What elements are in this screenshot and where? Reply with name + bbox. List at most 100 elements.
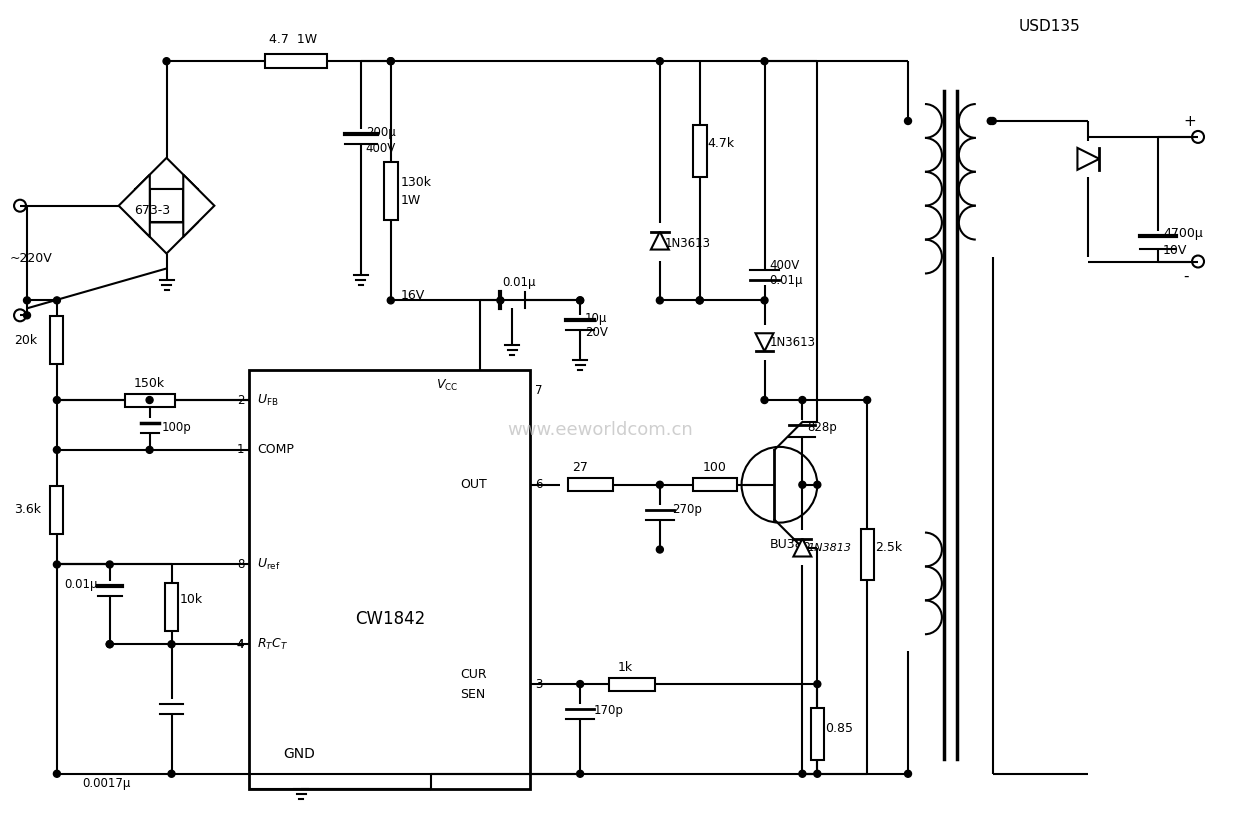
Bar	[249, 370, 531, 789]
Bar	[861, 529, 873, 580]
Text: 1k: 1k	[618, 661, 633, 673]
Text: 7: 7	[536, 383, 543, 397]
Circle shape	[657, 57, 663, 65]
Text: 0.01µ: 0.01µ	[769, 274, 803, 287]
Circle shape	[799, 481, 805, 488]
Text: 400V: 400V	[769, 259, 800, 272]
Polygon shape	[756, 333, 773, 351]
Text: 270p: 270p	[672, 503, 701, 516]
Bar	[609, 677, 654, 690]
Text: USD135: USD135	[1018, 19, 1080, 34]
Text: 150k: 150k	[134, 377, 165, 390]
Circle shape	[761, 297, 768, 304]
Text: 20V: 20V	[585, 326, 609, 339]
Circle shape	[761, 397, 768, 404]
Bar	[693, 125, 706, 177]
Circle shape	[168, 640, 174, 648]
Text: www.eeworldcom.cn: www.eeworldcom.cn	[507, 421, 693, 439]
Text: 4: 4	[236, 638, 244, 651]
Circle shape	[814, 681, 821, 687]
Text: 100p: 100p	[162, 421, 192, 434]
Circle shape	[799, 770, 805, 777]
Bar	[51, 486, 63, 534]
Text: 4.7k: 4.7k	[708, 137, 735, 150]
Bar	[810, 708, 824, 759]
Circle shape	[146, 447, 153, 453]
Circle shape	[387, 57, 395, 65]
Text: CW1842: CW1842	[355, 610, 424, 628]
Polygon shape	[1077, 148, 1100, 170]
Text: 828p: 828p	[808, 421, 837, 434]
Text: 400V: 400V	[366, 142, 396, 155]
Circle shape	[904, 770, 912, 777]
Text: 10k: 10k	[179, 593, 203, 606]
Circle shape	[814, 770, 821, 777]
Circle shape	[53, 397, 61, 404]
Text: 1W: 1W	[401, 195, 421, 207]
Circle shape	[387, 297, 395, 304]
Circle shape	[53, 770, 61, 777]
Text: 1: 1	[236, 443, 244, 456]
Text: 100: 100	[703, 461, 726, 475]
Circle shape	[987, 117, 995, 125]
Circle shape	[576, 770, 584, 777]
Text: 6: 6	[536, 479, 543, 491]
Text: $V_{\rm CC}$: $V_{\rm CC}$	[435, 378, 458, 392]
Text: 0.85: 0.85	[825, 722, 854, 736]
Text: COMP: COMP	[257, 443, 294, 456]
Text: OUT: OUT	[460, 479, 487, 491]
Circle shape	[761, 57, 768, 65]
Text: 10µ: 10µ	[585, 312, 607, 325]
Circle shape	[24, 312, 31, 319]
Text: 20k: 20k	[14, 334, 37, 346]
Polygon shape	[135, 158, 198, 189]
Text: 2: 2	[236, 393, 244, 406]
Circle shape	[497, 297, 503, 304]
Text: 3.6k: 3.6k	[14, 503, 41, 516]
Circle shape	[696, 297, 703, 304]
Circle shape	[576, 297, 584, 304]
Text: 27: 27	[573, 461, 588, 475]
Text: -: -	[1183, 269, 1189, 284]
Polygon shape	[183, 175, 214, 236]
Text: 4700µ: 4700µ	[1163, 227, 1202, 240]
Circle shape	[146, 397, 153, 404]
Text: $R_TC_T$: $R_TC_T$	[257, 636, 288, 652]
Bar	[165, 584, 178, 631]
Circle shape	[657, 546, 663, 553]
Text: 4: 4	[236, 638, 244, 651]
Text: 10V: 10V	[1163, 244, 1188, 257]
Text: BU386: BU386	[769, 538, 811, 551]
Text: $U_{\rm FB}$: $U_{\rm FB}$	[257, 392, 278, 407]
Circle shape	[24, 297, 31, 304]
Text: 170p: 170p	[594, 704, 623, 718]
Polygon shape	[119, 175, 150, 236]
Bar	[568, 479, 612, 491]
Circle shape	[696, 297, 703, 304]
Circle shape	[53, 561, 61, 568]
Text: CUR: CUR	[460, 667, 487, 681]
Bar	[693, 479, 736, 491]
Polygon shape	[793, 539, 811, 557]
Text: SEN: SEN	[460, 687, 486, 700]
Bar	[51, 316, 63, 365]
Circle shape	[799, 397, 805, 404]
Circle shape	[657, 297, 663, 304]
Text: 0.01µ: 0.01µ	[502, 276, 536, 289]
Circle shape	[168, 770, 174, 777]
Circle shape	[53, 447, 61, 453]
Text: 0.01µ: 0.01µ	[64, 578, 98, 591]
Polygon shape	[135, 222, 198, 254]
Bar	[383, 162, 398, 220]
Text: 673-3: 673-3	[135, 204, 171, 218]
Bar	[125, 393, 174, 406]
Text: 4.7  1W: 4.7 1W	[270, 33, 318, 46]
Circle shape	[106, 640, 114, 648]
Text: 3: 3	[536, 677, 543, 690]
Text: 2.5k: 2.5k	[875, 541, 902, 554]
Circle shape	[904, 117, 912, 125]
Text: GND: GND	[283, 747, 315, 761]
Text: +: +	[1183, 114, 1196, 130]
Text: 8: 8	[238, 558, 244, 571]
Text: 0.0017µ: 0.0017µ	[82, 777, 130, 791]
